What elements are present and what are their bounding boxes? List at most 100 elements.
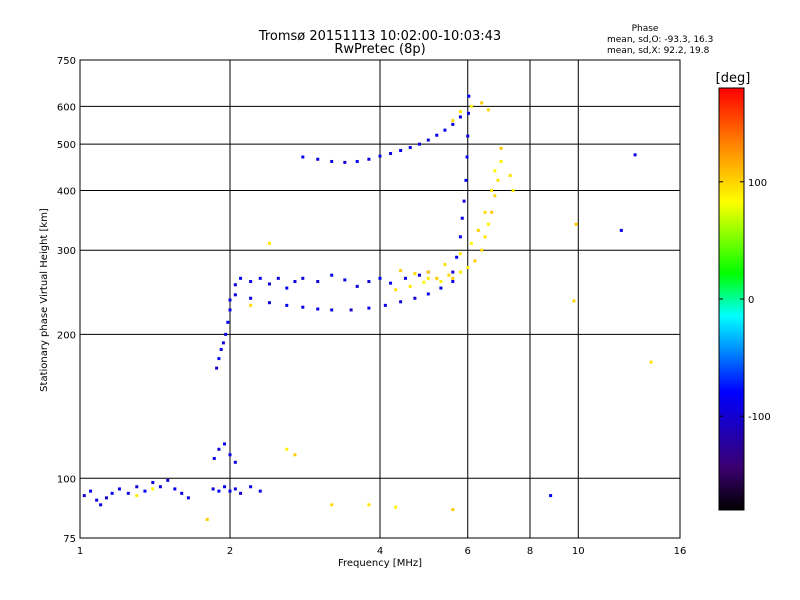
colorbar-tick-label: 0 [748, 295, 754, 306]
o-mode-point [212, 456, 216, 460]
x-tick-label: 6 [465, 546, 471, 557]
x-tick-label: 2 [227, 546, 233, 557]
o-mode-point [186, 496, 190, 500]
x-mode-point [426, 276, 430, 280]
x-mode-point [267, 241, 271, 245]
x-mode-point [413, 272, 417, 276]
o-mode-point [349, 308, 353, 312]
o-mode-point [173, 487, 177, 491]
x-mode-point [451, 508, 455, 512]
o-mode-point [143, 489, 147, 493]
x-mode-point [493, 194, 497, 198]
x-mode-point [473, 259, 477, 263]
grid-lines [80, 60, 680, 538]
o-mode-point [258, 276, 262, 280]
o-mode-point [223, 485, 227, 489]
o-mode-point [439, 286, 443, 290]
o-mode-point [435, 133, 439, 137]
o-mode-point [267, 301, 271, 305]
o-mode-point [217, 357, 221, 361]
o-mode-point [330, 273, 334, 277]
o-mode-point [465, 155, 469, 159]
o-mode-point [226, 320, 230, 324]
o-mode-point [399, 148, 403, 152]
y-axis-label: Stationary phase Virtual Height [km] [39, 208, 50, 392]
o-mode-point [458, 235, 462, 239]
o-mode-point [104, 496, 108, 500]
o-mode-point [293, 280, 297, 284]
o-mode-point [417, 142, 421, 146]
x-mode-point [469, 104, 473, 108]
colorbar-ticks: 100 0 -100 [719, 178, 771, 423]
x-mode-point [486, 108, 490, 112]
x-mode-point [451, 119, 455, 123]
phase-legend-o: mean, sd,O: -93.3, 16.3 [607, 35, 713, 45]
o-mode-point [378, 154, 382, 158]
o-mode-point [224, 332, 228, 336]
x-mode-point [483, 235, 487, 239]
phase-legend-heading: Phase [632, 24, 659, 34]
x-mode-point [435, 276, 439, 280]
o-mode-point [443, 128, 447, 132]
o-mode-point [228, 308, 232, 312]
colorbar-label: [deg] [716, 71, 751, 86]
o-mode-point [383, 303, 387, 307]
x-mode-point [451, 276, 455, 280]
o-mode-point [403, 276, 407, 280]
o-mode-point [451, 280, 455, 284]
x-mode-point [508, 173, 512, 177]
y-tick-label: 600 [57, 102, 76, 113]
o-mode-point [219, 347, 223, 351]
o-mode-point [301, 305, 305, 309]
o-mode-point [367, 306, 371, 310]
o-mode-point [110, 491, 114, 495]
o-mode-point [301, 276, 305, 280]
o-mode-point [330, 308, 334, 312]
x-axis-label: Frequency [MHz] [338, 558, 422, 569]
o-mode-point [458, 115, 462, 119]
o-mode-point [95, 498, 99, 502]
o-mode-point [389, 281, 393, 285]
o-mode-point [399, 300, 403, 304]
o-mode-point [462, 199, 466, 203]
o-mode-point [233, 460, 237, 464]
y-tick-label: 400 [57, 186, 76, 197]
x-tick-label: 1 [77, 546, 83, 557]
o-mode-point [180, 491, 184, 495]
x-mode-point [447, 273, 451, 277]
x-mode-point [574, 222, 578, 226]
o-mode-point [89, 489, 93, 493]
x-mode-point [135, 494, 139, 498]
o-mode-point [221, 341, 225, 345]
x-mode-point [293, 453, 297, 457]
x-mode-point [151, 487, 155, 491]
o-mode-point [413, 296, 417, 300]
o-mode-point [549, 494, 553, 498]
o-mode-point [223, 442, 227, 446]
o-mode-point [301, 155, 305, 159]
o-mode-point [408, 146, 412, 150]
x-mode-point [458, 270, 462, 274]
x-mode-point [466, 266, 470, 270]
o-mode-point [466, 134, 470, 138]
o-mode-point [451, 270, 455, 274]
x-mode-point [458, 252, 462, 256]
x-mode-point [490, 210, 494, 214]
colorbar-tick-label: 100 [748, 178, 767, 189]
o-mode-point [166, 478, 170, 482]
o-mode-point [117, 487, 121, 491]
o-mode-point [619, 228, 623, 232]
o-mode-point [233, 283, 237, 287]
o-mode-point [239, 491, 243, 495]
o-mode-point [249, 296, 253, 300]
o-mode-point [460, 216, 464, 220]
y-tick-label: 750 [57, 56, 76, 67]
o-mode-point [285, 286, 289, 290]
o-mode-point [228, 298, 232, 302]
y-tick-label: 300 [57, 246, 76, 257]
x-tick-labels: 1 2 4 6 8 10 16 [77, 546, 687, 557]
o-mode-point [215, 366, 219, 370]
o-mode-point [464, 178, 468, 182]
x-mode-point [408, 284, 412, 288]
